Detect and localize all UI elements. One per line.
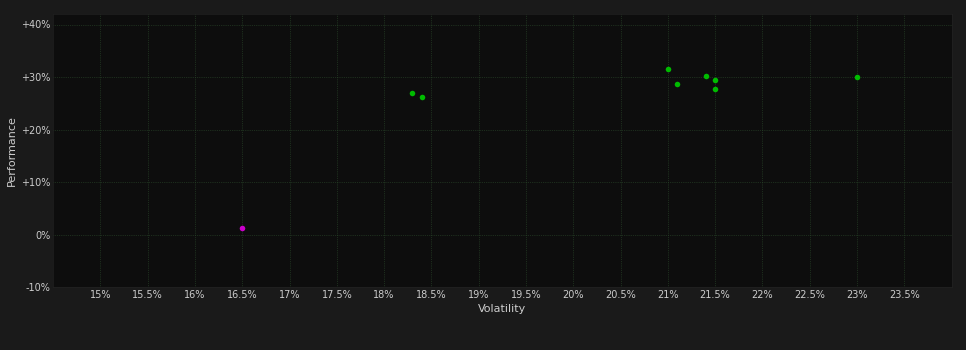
Point — [707, 86, 723, 91]
Point — [707, 77, 723, 83]
Point — [405, 90, 420, 96]
Point — [669, 81, 685, 87]
Point — [235, 225, 250, 231]
Point — [849, 74, 865, 80]
Y-axis label: Performance: Performance — [7, 115, 16, 186]
X-axis label: Volatility: Volatility — [478, 304, 526, 314]
Point — [660, 66, 675, 72]
Point — [697, 73, 713, 79]
Point — [414, 94, 430, 100]
